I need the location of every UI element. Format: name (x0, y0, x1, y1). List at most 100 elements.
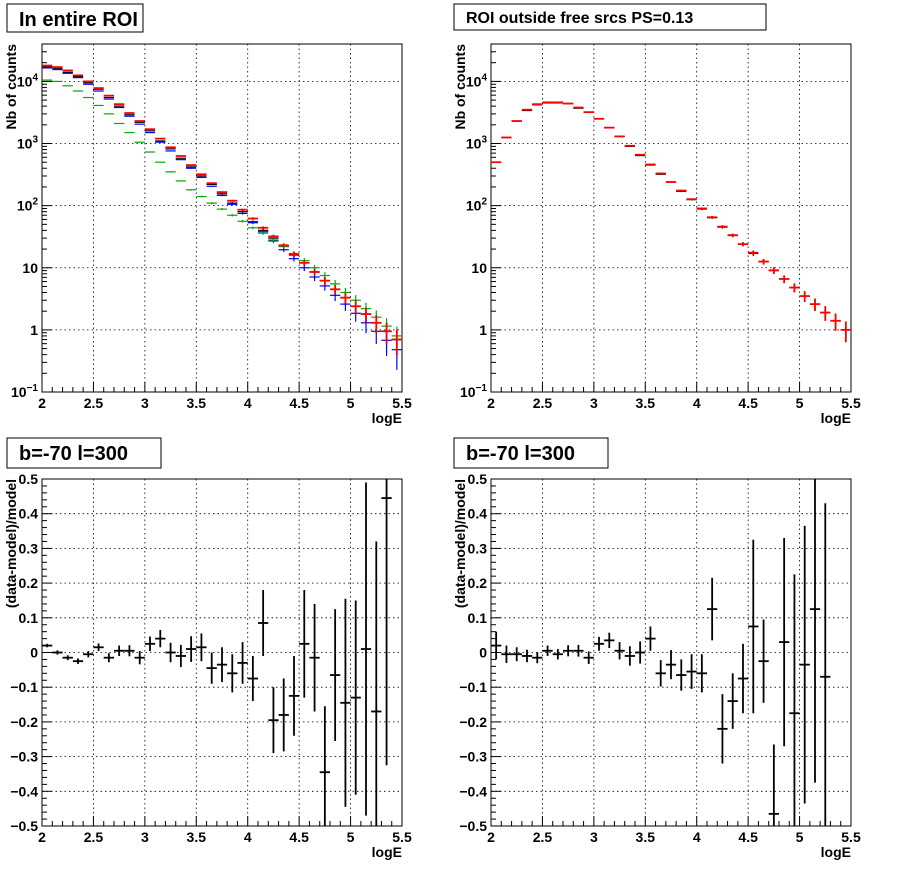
y-tick-label: −0.2 (10, 714, 38, 730)
data-point (165, 149, 175, 150)
x-tick-label: 4 (693, 395, 701, 411)
data-point (155, 142, 165, 143)
x-tick-label: 3 (141, 395, 149, 411)
panel-title: b=-70 l=300 (7, 438, 161, 468)
x-tick-label: 4.5 (289, 829, 309, 845)
title-text: ROI outside free srcs PS=0.13 (466, 10, 693, 27)
x-tick-label: 3 (590, 829, 598, 845)
x-tick-label: 2.5 (84, 395, 104, 411)
panel-title: ROI outside free srcs PS=0.13 (454, 4, 766, 30)
x-tick-label: 5 (796, 829, 804, 845)
y-axis-label: (data-model)/model (3, 479, 19, 608)
data-point (217, 193, 227, 195)
x-tick-label: 5.5 (392, 395, 412, 411)
data-point (135, 142, 145, 143)
x-tick-label: 2 (38, 829, 46, 845)
data-point (237, 209, 247, 211)
data-point (186, 168, 196, 169)
x-tick-label: 5 (796, 395, 804, 411)
y-tick-label: 1 (30, 322, 38, 338)
y-tick-label: −0.3 (10, 749, 38, 765)
y-tick-label: 0.5 (468, 471, 488, 487)
y-axis-label: Nb of counts (3, 44, 19, 130)
data-point (155, 138, 165, 139)
data-point (614, 136, 624, 137)
title-text: In entire ROI (19, 9, 138, 31)
y-tick-label: 0 (479, 645, 487, 661)
x-tick-label: 2.5 (533, 395, 553, 411)
data-point (165, 147, 175, 148)
data-point (625, 145, 635, 146)
y-tick-label: 0.5 (19, 471, 39, 487)
y-tick-label: −0.5 (10, 818, 38, 834)
y-tick-label: 0.4 (468, 506, 488, 522)
data-point (196, 174, 206, 175)
data-point (155, 141, 165, 142)
x-tick-label: 4 (244, 829, 252, 845)
y-axis-label: Nb of counts (452, 44, 468, 130)
y-tick-label: −0.1 (459, 679, 487, 695)
data-point (124, 132, 134, 133)
y-tick-label: −0.5 (459, 818, 487, 834)
x-tick-label: 3.5 (187, 829, 207, 845)
x-tick-label: 2.5 (533, 829, 553, 845)
x-tick-label: 4.5 (289, 395, 309, 411)
x-axis-label: logE (821, 844, 851, 860)
y-tick-label: 0.1 (468, 610, 488, 626)
y-tick-label: 0.4 (19, 506, 39, 522)
y-tick-label: −0.2 (459, 714, 487, 730)
data-point (707, 216, 717, 218)
data-point (155, 162, 165, 163)
y-tick-label: 0.3 (468, 540, 488, 556)
x-tick-label: 2 (487, 395, 495, 411)
data-point (145, 132, 155, 133)
data-point (697, 207, 707, 209)
data-point (207, 183, 217, 184)
data-point (645, 164, 655, 165)
data-point (176, 180, 186, 181)
y-tick-label: 1 (479, 322, 487, 338)
x-tick-label: 5.5 (841, 395, 861, 411)
title-text: b=-70 l=300 (466, 443, 575, 465)
y-tick-label: −0.1 (10, 679, 38, 695)
data-point (491, 162, 501, 163)
data-point (165, 171, 175, 172)
x-tick-label: 5 (347, 395, 355, 411)
x-tick-label: 4.5 (738, 829, 758, 845)
data-point (176, 159, 186, 160)
data-point (227, 200, 237, 202)
x-tick-label: 2.5 (84, 829, 104, 845)
x-tick-label: 2 (487, 829, 495, 845)
y-tick-label: −0.3 (459, 749, 487, 765)
panel-title: In entire ROI (7, 4, 143, 32)
x-tick-label: 2 (38, 395, 46, 411)
data-point (207, 186, 217, 187)
x-tick-label: 3.5 (187, 395, 207, 411)
data-point (635, 154, 645, 155)
x-axis-label: logE (821, 410, 851, 426)
data-point (176, 156, 186, 157)
x-tick-label: 3 (141, 829, 149, 845)
x-tick-label: 5.5 (392, 829, 412, 845)
data-point (217, 191, 227, 193)
y-tick-label: 0.2 (19, 575, 39, 591)
y-tick-label: 0.2 (468, 575, 488, 591)
data-point (217, 195, 227, 197)
x-tick-label: 3 (590, 395, 598, 411)
title-text: b=-70 l=300 (19, 443, 128, 465)
data-point (165, 151, 175, 152)
data-point (186, 189, 196, 190)
y-tick-label: 10 (22, 260, 38, 276)
data-point (676, 190, 686, 191)
data-point (145, 152, 155, 153)
x-tick-label: 5.5 (841, 829, 861, 845)
data-point (501, 137, 511, 138)
y-tick-label: −0.4 (10, 783, 38, 799)
x-axis-label: logE (372, 410, 402, 426)
data-point (186, 166, 196, 167)
x-tick-label: 3.5 (636, 829, 656, 845)
x-tick-label: 4 (693, 829, 701, 845)
data-point (176, 158, 186, 159)
